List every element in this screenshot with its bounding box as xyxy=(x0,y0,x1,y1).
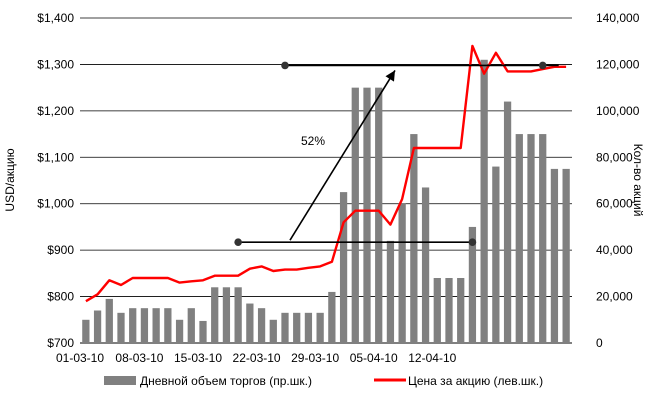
volume-bar xyxy=(550,168,559,343)
volume-bar xyxy=(93,310,102,343)
gridlines xyxy=(80,17,572,344)
volume-bar xyxy=(164,308,172,343)
annotation-group xyxy=(234,61,559,246)
volume-bar xyxy=(480,59,488,344)
left-tick-label: $700 xyxy=(47,336,74,350)
left-tick-label: $1,200 xyxy=(37,104,74,118)
volume-bar xyxy=(351,87,359,344)
volume-bar xyxy=(175,319,184,343)
right-tick-label: 100,000 xyxy=(596,104,640,118)
volume-bar xyxy=(492,166,500,343)
x-axis-ticks: 01-03-10 08-03-10 15-03-10 22-03-10 29-03-10… xyxy=(56,351,457,365)
low-level-dot-start xyxy=(234,238,242,246)
volume-bar xyxy=(293,312,301,343)
volume-bar xyxy=(515,134,523,343)
volume-bar xyxy=(433,278,441,343)
volume-bar xyxy=(328,291,336,343)
percent-change-label: 52% xyxy=(301,134,325,148)
volume-bar xyxy=(246,303,254,343)
price-line xyxy=(85,44,567,303)
volume-bar xyxy=(527,134,535,343)
left-tick-label: $1,300 xyxy=(37,57,74,71)
high-level-dot-end xyxy=(538,61,547,70)
right-tick-label: 80,000 xyxy=(596,150,633,164)
volume-bar xyxy=(82,319,90,343)
volume-bar xyxy=(269,319,277,343)
volume-bar xyxy=(222,287,231,343)
x-tick-label: 05-04-10 xyxy=(350,351,398,365)
volume-bar xyxy=(316,312,324,343)
volume-bar xyxy=(187,308,195,343)
volume-bar xyxy=(234,287,242,343)
left-tick-label: $1,000 xyxy=(37,197,74,211)
volume-bar xyxy=(421,187,430,343)
volume-bar xyxy=(410,134,418,343)
right-tick-label: 60,000 xyxy=(596,197,633,211)
volume-bar xyxy=(105,298,113,343)
growth-arrow xyxy=(289,70,396,241)
legend-line-label: Цена за акцию (лев.шк.) xyxy=(408,374,543,388)
right-axis-ticks: 0 20,000 40,000 60,000 80,000 100,000 120,000 1… xyxy=(596,11,640,350)
right-tick-label: 120,000 xyxy=(596,57,640,71)
volume-bar xyxy=(363,87,371,344)
high-level-dot-start xyxy=(281,61,289,70)
volume-bar xyxy=(468,226,477,343)
volume-bar xyxy=(281,312,289,343)
volume-bar xyxy=(152,308,160,343)
right-tick-label: 140,000 xyxy=(596,11,640,25)
left-axis-title: USD/акцию xyxy=(3,148,17,211)
left-tick-label: $1,400 xyxy=(37,11,74,25)
left-tick-label: $900 xyxy=(47,243,74,257)
legend-bar-swatch xyxy=(104,376,136,385)
volume-bar xyxy=(539,134,547,343)
legend-bar-label: Дневной объем торгов (пр.шк.) xyxy=(140,374,312,388)
left-tick-label: $800 xyxy=(47,290,74,304)
volume-bar xyxy=(445,278,453,343)
volume-bar xyxy=(457,278,465,343)
volume-bar xyxy=(199,320,207,343)
growth-arrow-head xyxy=(385,70,395,82)
volume-bar xyxy=(257,308,266,343)
volume-bar xyxy=(398,203,406,343)
volume-bar xyxy=(386,240,395,343)
volume-bar xyxy=(129,308,137,343)
volume-bar xyxy=(503,101,512,343)
left-axis-ticks: $700 $800 $900 $1,000 $1,100 $1,200 $1,300 $1,4… xyxy=(37,11,74,350)
x-tick-label: 22-03-10 xyxy=(233,351,281,365)
x-tick-label: 01-03-10 xyxy=(56,351,104,365)
right-tick-label: 40,000 xyxy=(596,243,633,257)
volume-bar xyxy=(117,312,125,343)
left-tick-label: $1,100 xyxy=(37,150,74,164)
volume-bar xyxy=(562,168,570,343)
volume-bar xyxy=(339,192,348,343)
x-tick-label: 29-03-10 xyxy=(291,351,339,365)
volume-bars xyxy=(82,59,570,344)
price-line-group xyxy=(85,44,567,303)
x-tick-label: 08-03-10 xyxy=(115,351,163,365)
right-tick-label: 0 xyxy=(596,336,603,350)
volume-bar xyxy=(211,287,219,343)
volume-bar xyxy=(375,87,383,344)
low-level-dot-end xyxy=(468,238,477,246)
volume-bar xyxy=(140,308,149,343)
legend: Дневной объем торгов (пр.шк.) Цена за ак… xyxy=(104,374,543,388)
volume-bar xyxy=(304,312,313,343)
right-axis-title: Кол-во акций xyxy=(631,144,645,217)
x-tick-label: 12-04-10 xyxy=(408,351,456,365)
right-tick-label: 20,000 xyxy=(596,290,633,304)
x-tick-label: 15-03-10 xyxy=(174,351,222,365)
